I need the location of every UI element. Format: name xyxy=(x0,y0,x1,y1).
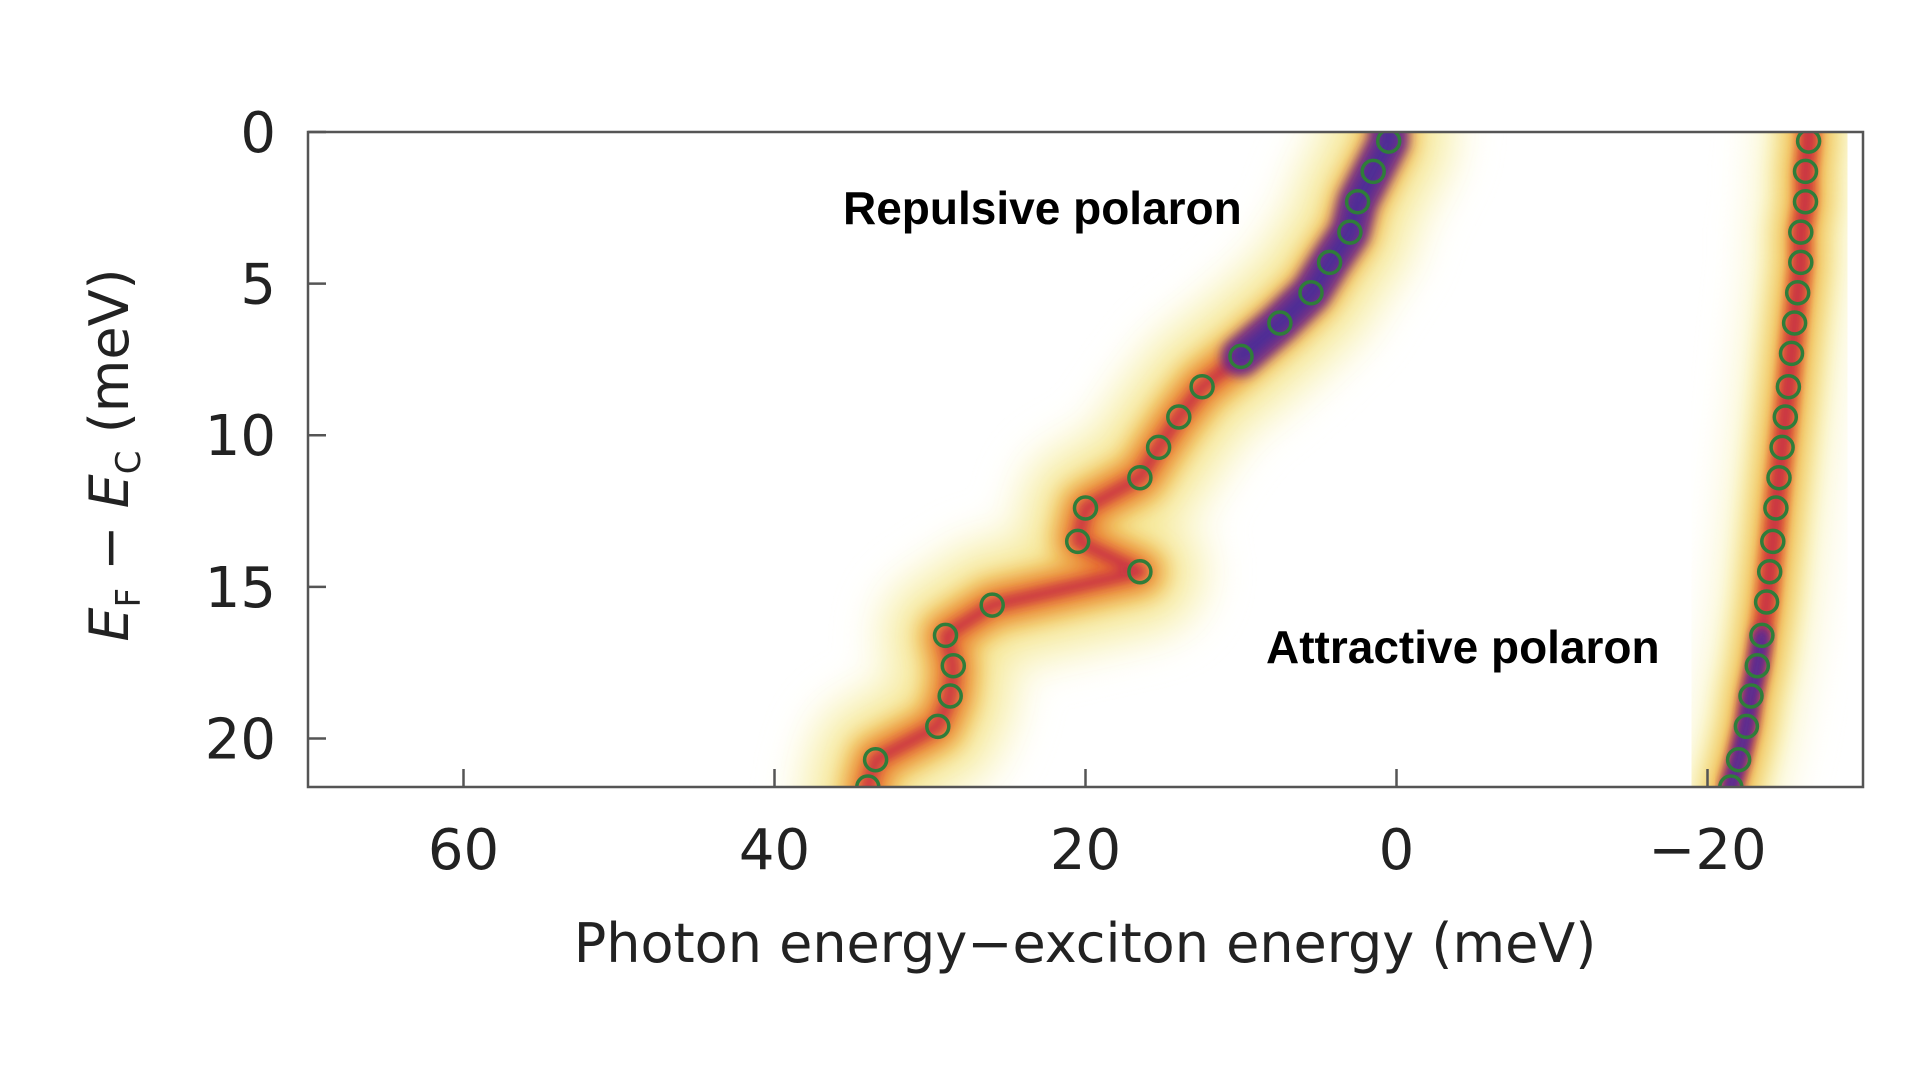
marker-repulsive-3 xyxy=(1337,219,1363,245)
marker-attractive-12 xyxy=(1763,495,1789,521)
x-axis: 60 40 20 0 −20 xyxy=(428,769,1767,883)
marker-attractive-9 xyxy=(1772,404,1799,430)
marker-repulsive-20 xyxy=(862,746,889,773)
marker-repulsive-4 xyxy=(1316,249,1343,276)
marker-attractive-10 xyxy=(1769,434,1795,461)
marker-attractive-6 xyxy=(1781,310,1808,336)
y-tick-label-3: 15 xyxy=(205,556,276,621)
peak-markers xyxy=(855,132,1822,787)
marker-repulsive-11 xyxy=(1127,464,1153,491)
marker-attractive-16 xyxy=(1749,622,1775,649)
y-axis-label-sub1: F xyxy=(109,588,149,608)
y-tick-label-4: 20 xyxy=(205,707,276,772)
y-tick-label-1: 5 xyxy=(240,253,276,318)
marker-repulsive-2 xyxy=(1344,188,1371,215)
marker-repulsive-18 xyxy=(937,683,963,709)
marker-attractive-18 xyxy=(1738,683,1764,709)
marker-attractive-17 xyxy=(1744,652,1771,679)
y-axis-label-sub2: C xyxy=(109,450,149,474)
marker-attractive-5 xyxy=(1784,279,1811,306)
marker-repulsive-13 xyxy=(1064,528,1091,555)
x-axis-label: Photon energy−exciton energy (meV) xyxy=(574,912,1597,975)
marker-attractive-14 xyxy=(1756,558,1783,585)
marker-repulsive-7 xyxy=(1228,343,1254,370)
x-tick-label-3: 0 xyxy=(1379,818,1415,883)
x-tick-label-0: 60 xyxy=(428,818,499,883)
marker-repulsive-19 xyxy=(925,713,951,740)
annotation-repulsive-polaron: Repulsive polaron xyxy=(843,182,1242,234)
plot-area xyxy=(306,130,1865,789)
marker-attractive-2 xyxy=(1792,188,1819,215)
marker-repulsive-0 xyxy=(1375,132,1402,154)
marker-attractive-3 xyxy=(1788,219,1814,245)
x-tick-label-2: 20 xyxy=(1050,818,1121,883)
marker-attractive-4 xyxy=(1788,249,1814,276)
y-axis-label-var1: E xyxy=(78,607,141,642)
marker-attractive-15 xyxy=(1753,589,1780,615)
marker-repulsive-16 xyxy=(932,622,959,649)
marker-repulsive-12 xyxy=(1072,495,1099,521)
marker-attractive-8 xyxy=(1775,373,1802,400)
marker-repulsive-8 xyxy=(1189,373,1215,400)
y-tick-label-2: 10 xyxy=(205,404,276,469)
marker-repulsive-21 xyxy=(855,774,881,787)
y-axis-label-unit: (meV) xyxy=(78,268,141,450)
annotation-attractive-polaron: Attractive polaron xyxy=(1266,621,1660,673)
marker-repulsive-5 xyxy=(1298,279,1324,306)
marker-attractive-1 xyxy=(1792,158,1819,185)
marker-repulsive-10 xyxy=(1145,434,1172,461)
marker-attractive-19 xyxy=(1733,713,1760,740)
heat-core-inner-attractive xyxy=(1726,631,1766,787)
x-tick-label-4: −20 xyxy=(1648,818,1766,883)
y-axis-label-mid: − xyxy=(78,508,141,588)
marker-attractive-11 xyxy=(1766,464,1792,491)
marker-attractive-20 xyxy=(1725,746,1752,773)
y-axis-label-var2: E xyxy=(78,473,141,508)
marker-attractive-7 xyxy=(1778,340,1805,367)
marker-repulsive-14 xyxy=(1127,558,1153,585)
x-tick-label-1: 40 xyxy=(739,818,810,883)
y-tick-label-0: 0 xyxy=(240,101,276,166)
marker-repulsive-6 xyxy=(1267,310,1293,336)
marker-attractive-13 xyxy=(1760,528,1786,555)
marker-repulsive-15 xyxy=(979,592,1005,618)
y-axis-label: EF − EC (meV) xyxy=(78,268,149,641)
marker-repulsive-9 xyxy=(1166,404,1192,430)
marker-repulsive-1 xyxy=(1360,158,1386,185)
marker-attractive-0 xyxy=(1795,132,1822,154)
marker-attractive-21 xyxy=(1718,774,1744,787)
heatmap-intensity xyxy=(792,132,1863,787)
y-axis: 0 5 10 15 20 xyxy=(205,101,326,772)
marker-repulsive-17 xyxy=(940,652,967,679)
